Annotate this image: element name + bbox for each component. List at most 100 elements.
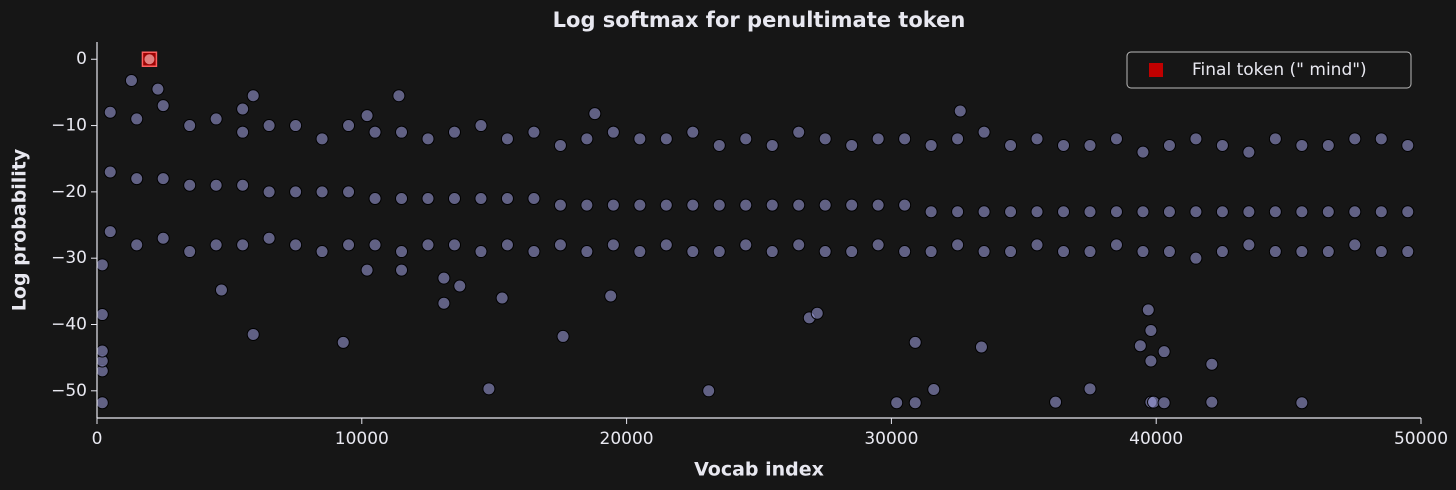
point: [395, 125, 409, 139]
point: [908, 335, 922, 349]
point: [95, 396, 109, 410]
point: [395, 192, 409, 206]
point: [686, 245, 700, 259]
point: [1242, 238, 1256, 252]
point: [1215, 205, 1229, 219]
point: [1141, 303, 1155, 317]
y-tick-label: −40: [51, 314, 87, 334]
point: [130, 238, 144, 252]
point: [1348, 238, 1362, 252]
point: [262, 185, 276, 199]
point: [360, 109, 374, 123]
point: [1321, 205, 1335, 219]
legend: Final token (" mind"): [1126, 51, 1412, 89]
point: [395, 245, 409, 259]
point: [659, 198, 673, 212]
y-tick-label: −30: [51, 248, 87, 268]
point: [246, 327, 260, 341]
point: [1189, 251, 1203, 265]
point: [739, 132, 753, 146]
point: [765, 198, 779, 212]
point: [368, 125, 382, 139]
x-tick-label: 50000: [1394, 429, 1448, 449]
point: [818, 132, 832, 146]
point: [871, 238, 885, 252]
point: [898, 132, 912, 146]
point: [1083, 382, 1097, 396]
x-tick-label: 30000: [864, 429, 918, 449]
point: [580, 245, 594, 259]
point: [1189, 205, 1203, 219]
point: [1083, 138, 1097, 152]
point: [156, 99, 170, 113]
legend-label: Final token (" mind"): [1192, 60, 1367, 80]
point: [686, 125, 700, 139]
point: [421, 132, 435, 146]
point: [588, 107, 602, 121]
point: [1242, 145, 1256, 159]
point: [421, 192, 435, 206]
point: [130, 172, 144, 186]
point: [246, 89, 260, 103]
point: [1157, 345, 1171, 359]
point: [1295, 138, 1309, 152]
point: [183, 178, 197, 192]
point: [580, 132, 594, 146]
x-tick-label: 10000: [335, 429, 389, 449]
point: [236, 178, 250, 192]
point: [336, 335, 350, 349]
point: [447, 238, 461, 252]
point: [898, 198, 912, 212]
point: [1205, 357, 1219, 371]
point: [289, 185, 303, 199]
point: [1083, 245, 1097, 259]
point: [845, 245, 859, 259]
point: [447, 192, 461, 206]
point: [1401, 245, 1415, 259]
point: [392, 89, 406, 103]
point: [1374, 132, 1388, 146]
point: [633, 245, 647, 259]
point: [1144, 354, 1158, 368]
x-tick-label: 0: [92, 429, 103, 449]
point: [209, 238, 223, 252]
point: [151, 82, 165, 96]
point: [712, 138, 726, 152]
point: [183, 119, 197, 133]
point: [156, 231, 170, 245]
point: [342, 238, 356, 252]
point: [1295, 396, 1309, 410]
point: [95, 258, 109, 272]
point: [1157, 396, 1171, 410]
point: [1162, 245, 1176, 259]
point: [553, 138, 567, 152]
point: [500, 192, 514, 206]
point: [712, 198, 726, 212]
point: [527, 125, 541, 139]
point: [262, 119, 276, 133]
point: [739, 238, 753, 252]
point: [977, 205, 991, 219]
point: [1030, 132, 1044, 146]
point: [604, 289, 618, 303]
point: [214, 283, 228, 297]
point: [289, 119, 303, 133]
point: [474, 119, 488, 133]
plot-area: [95, 51, 1415, 410]
point: [1004, 138, 1018, 152]
point: [482, 382, 496, 396]
point: [1348, 205, 1362, 219]
point: [1030, 238, 1044, 252]
point: [342, 185, 356, 199]
point: [845, 138, 859, 152]
point: [1133, 339, 1147, 353]
y-tick-label: 0: [76, 49, 87, 69]
point: [500, 132, 514, 146]
point: [1205, 395, 1219, 409]
point: [1057, 245, 1071, 259]
highlight-point-dot: [144, 54, 155, 65]
point: [1295, 245, 1309, 259]
point: [553, 198, 567, 212]
point: [395, 263, 409, 277]
point: [453, 279, 467, 293]
